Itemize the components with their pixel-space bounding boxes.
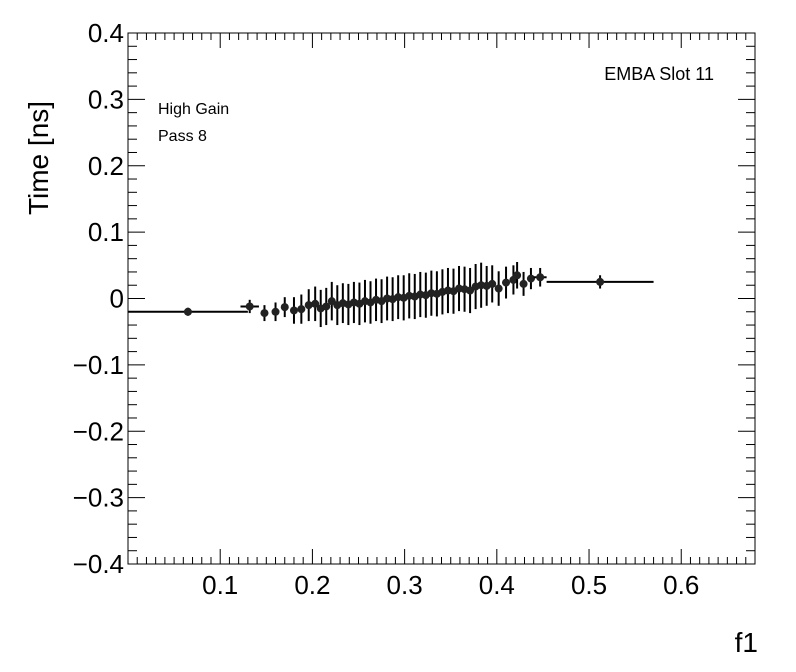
y-tick-labels: −0.4 −0.3 −0.2 −0.1 0 0.1 0.2 0.3 0.4 (73, 18, 124, 579)
point-marker (245, 302, 254, 311)
y-axis-title: Time [ns] (23, 101, 54, 215)
x-tick-label: 0.5 (571, 570, 607, 600)
data-point (466, 267, 475, 314)
data-point (509, 265, 518, 295)
point-marker (536, 273, 545, 282)
x-tick-label: 0.6 (663, 570, 699, 600)
point-marker (327, 297, 336, 306)
y-tick-label: 0.3 (88, 84, 124, 114)
data-point (260, 305, 269, 322)
y-tick-label: 0.4 (88, 18, 124, 48)
data-point (327, 281, 336, 321)
data-point (488, 265, 497, 303)
y-tick-label: 0 (110, 284, 124, 314)
point-marker (513, 271, 522, 280)
x-tick-label: 0.4 (479, 570, 515, 600)
x-axis-title: f1 (735, 627, 758, 658)
point-marker (304, 301, 313, 310)
data-point (546, 275, 654, 289)
y-axis-ticks (128, 32, 755, 565)
point-marker (311, 299, 320, 308)
point-marker (466, 286, 475, 295)
point-marker (271, 307, 280, 316)
data-point (128, 307, 248, 316)
point-marker (502, 278, 511, 287)
y-tick-label: 0.1 (88, 217, 124, 247)
x-tick-labels: 0.1 0.2 0.3 0.4 0.5 0.6 (202, 570, 699, 600)
data-point (322, 287, 331, 326)
data-point (240, 299, 259, 314)
data-point (304, 289, 313, 322)
x-axis-ticks (127, 33, 756, 564)
y-tick-label: −0.3 (73, 483, 124, 513)
gain-label: High Gain (158, 101, 229, 118)
point-marker (260, 309, 269, 318)
data-point (519, 271, 528, 296)
point-marker (488, 279, 497, 288)
module-label: EMBA Slot 11 (604, 64, 714, 84)
data-point (502, 266, 511, 299)
data-point (513, 261, 522, 289)
data-point (533, 267, 547, 287)
point-marker (183, 307, 192, 316)
point-marker (297, 305, 306, 314)
x-tick-label: 0.1 (202, 570, 238, 600)
point-marker (289, 306, 298, 315)
y-tick-label: −0.2 (73, 416, 124, 446)
point-marker (322, 302, 331, 311)
point-marker (596, 277, 605, 286)
pass-label: Pass 8 (158, 128, 207, 145)
data-point (271, 302, 280, 322)
y-tick-label: 0.2 (88, 151, 124, 181)
x-tick-label: 0.3 (387, 570, 423, 600)
data-point (526, 267, 535, 290)
point-marker (280, 303, 289, 312)
y-tick-label: −0.4 (73, 549, 124, 579)
data-point (297, 294, 306, 324)
data-point (494, 271, 503, 306)
data-point (289, 297, 298, 324)
data-point (311, 286, 320, 322)
point-marker (526, 274, 535, 283)
data-points (128, 261, 654, 328)
x-tick-label: 0.2 (294, 570, 330, 600)
point-marker (494, 284, 503, 293)
data-point (280, 297, 289, 318)
point-marker (519, 279, 528, 288)
y-tick-label: −0.1 (73, 350, 124, 380)
